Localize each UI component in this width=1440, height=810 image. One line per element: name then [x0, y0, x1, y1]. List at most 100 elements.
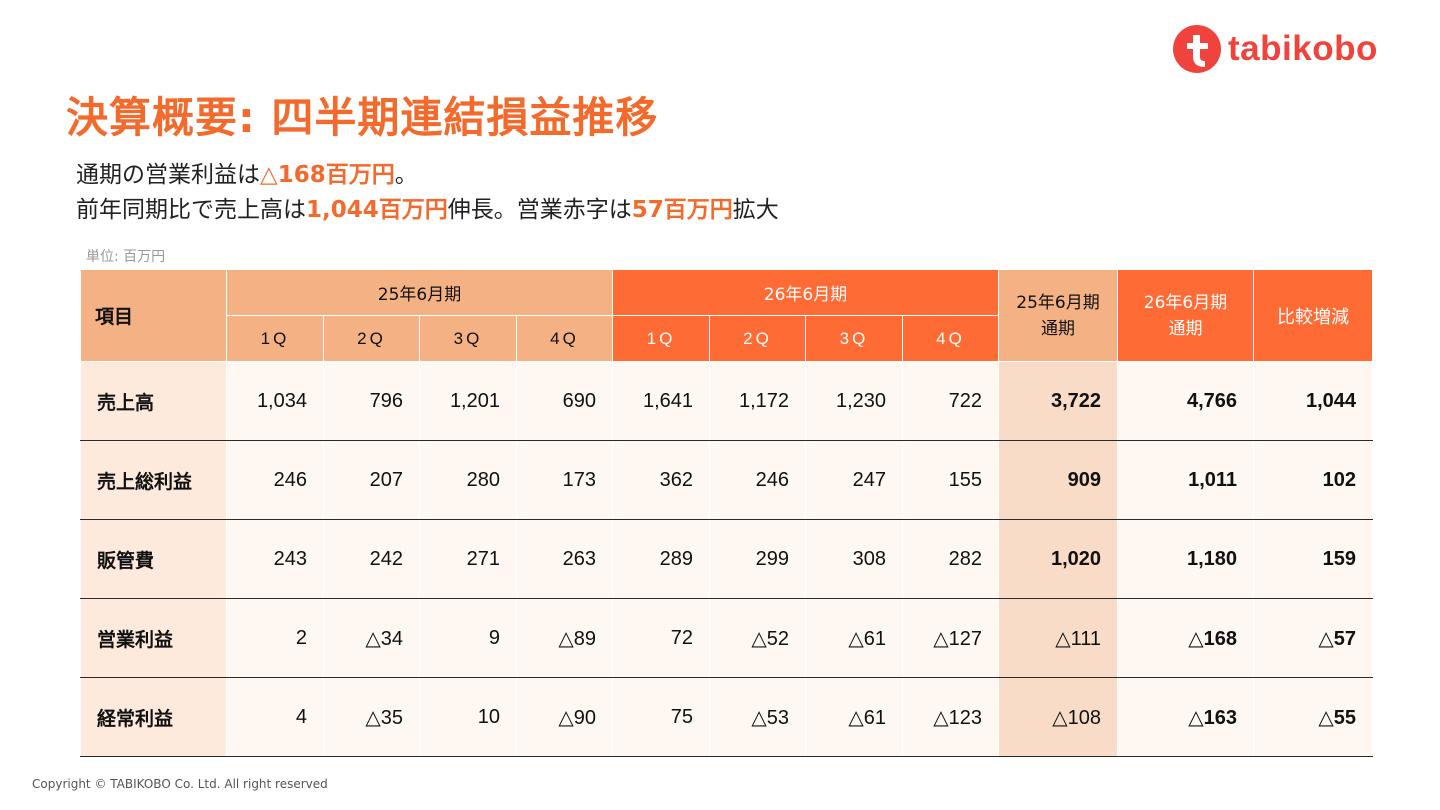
- brand-name: tabikobo: [1228, 29, 1378, 68]
- quarter-value-25: 1,201: [419, 361, 517, 441]
- fy26-total: 4,766: [1117, 361, 1255, 441]
- quarter-value-25: 207: [323, 440, 420, 520]
- row-label: 売上高: [80, 361, 227, 441]
- quarter-value-25: 271: [419, 519, 517, 599]
- financial-table: 項目 25年6月期 26年6月期 25年6月期 通期 26年6月期 通期 比較増減 …: [80, 269, 1374, 757]
- quarter-value-25: 242: [323, 519, 420, 599]
- quarter-value-25: △35: [323, 677, 420, 757]
- quarter-value-26: 282: [902, 519, 1000, 599]
- fy25-total: △111: [998, 598, 1119, 678]
- quarter-header: 2Q: [323, 315, 420, 362]
- summary-text-part: 拡大: [732, 197, 779, 223]
- tabikobo-t-logo-icon: [1173, 25, 1221, 73]
- quarter-value-26: 247: [805, 440, 904, 520]
- quarter-value-26: 1,230: [805, 361, 904, 441]
- quarter-header: 2Q: [709, 315, 807, 362]
- fy26-total: △168: [1117, 598, 1255, 678]
- quarter-value-26: 308: [805, 519, 904, 599]
- group-header-25: 25年6月期: [225, 269, 614, 316]
- table-row: 経常利益 4 △35 10 △90 75 △53 △61 △123 △108 △163 △55: [80, 677, 1374, 757]
- quarter-value-26: 75: [612, 677, 711, 757]
- summary-text-part: 通期の営業利益は: [76, 162, 260, 188]
- fy25-total: 1,020: [998, 519, 1119, 599]
- comparison-diff: △55: [1253, 677, 1374, 757]
- row-label: 販管費: [80, 519, 227, 599]
- quarter-value-25: 4: [226, 677, 324, 757]
- brand-logo: tabikobo: [1172, 24, 1378, 74]
- quarter-value-25: 1,034: [226, 361, 324, 441]
- quarter-value-25: 9: [419, 598, 517, 678]
- quarter-value-26: 72: [612, 598, 711, 678]
- quarter-value-26: 246: [709, 440, 807, 520]
- quarter-header: 1Q: [226, 315, 324, 362]
- table-row: 売上総利益 246 207 280 173 362 246 247 155 909 1,011 102: [80, 440, 1374, 520]
- quarter-value-26: 1,641: [612, 361, 711, 441]
- quarter-value-25: 796: [323, 361, 420, 441]
- quarter-value-26: 722: [902, 361, 1000, 441]
- quarter-value-26: △123: [902, 677, 1000, 757]
- fy26-total: 1,011: [1117, 440, 1255, 520]
- quarter-value-26: △61: [805, 598, 904, 678]
- fy25-header: 25年6月期 通期: [998, 269, 1119, 362]
- compare-header: 比較増減: [1253, 269, 1374, 362]
- group-header-26: 26年6月期: [612, 269, 1000, 316]
- table-row: 販管費 243 242 271 263 289 299 308 282 1,020 1,180 159: [80, 519, 1374, 599]
- fy26-total: △163: [1117, 677, 1255, 757]
- quarter-value-25: 173: [515, 440, 614, 520]
- comparison-diff: △57: [1253, 598, 1374, 678]
- summary-line-2: 前年同期比で売上高は1,044百万円伸長。営業赤字は57百万円拡大: [76, 193, 779, 228]
- page-title: 決算概要: 四半期連結損益推移: [66, 93, 659, 142]
- row-label: 経常利益: [80, 677, 227, 757]
- fy25-total: △108: [998, 677, 1119, 757]
- fy25-header-line: 通期: [1041, 318, 1076, 339]
- quarter-value-26: △53: [709, 677, 807, 757]
- quarter-header: 4Q: [902, 315, 1000, 362]
- quarter-header: 1Q: [612, 315, 711, 362]
- fy25-header-line: 25年6月期: [1016, 292, 1100, 313]
- quarter-value-26: 155: [902, 440, 1000, 520]
- quarter-value-25: 243: [226, 519, 324, 599]
- quarter-value-25: △89: [515, 598, 614, 678]
- quarter-header: 3Q: [419, 315, 517, 362]
- summary-text-part: 。: [394, 162, 418, 188]
- quarter-value-26: △52: [709, 598, 807, 678]
- quarter-value-25: 2: [226, 598, 324, 678]
- quarter-value-25: 263: [515, 519, 614, 599]
- summary-text: 通期の営業利益は△168百万円。 前年同期比で売上高は1,044百万円伸長。営業…: [76, 158, 779, 228]
- summary-highlight: △168百万円: [260, 162, 395, 188]
- summary-highlight: 1,044百万円: [306, 197, 448, 223]
- quarter-value-26: 1,172: [709, 361, 807, 441]
- summary-line-1: 通期の営業利益は△168百万円。: [76, 158, 779, 193]
- summary-highlight: 57百万円: [631, 197, 733, 223]
- copyright-text: Copyright © TABIKOBO Co. Ltd. All right …: [32, 777, 328, 791]
- quarter-value-25: 690: [515, 361, 614, 441]
- table-row: 営業利益 2 △34 9 △89 72 △52 △61 △127 △111 △168 △57: [80, 598, 1374, 678]
- fy26-header: 26年6月期 通期: [1117, 269, 1255, 362]
- comparison-diff: 102: [1253, 440, 1374, 520]
- table-row: 売上高 1,034 796 1,201 690 1,641 1,172 1,230 722 3,7…: [80, 361, 1374, 441]
- quarter-value-25: 10: [419, 677, 517, 757]
- quarter-header: 3Q: [805, 315, 904, 362]
- quarter-value-26: 362: [612, 440, 711, 520]
- summary-text-part: 伸長。営業赤字は: [447, 197, 632, 223]
- quarter-value-26: 299: [709, 519, 807, 599]
- row-label: 売上総利益: [80, 440, 227, 520]
- fy26-header-line: 26年6月期: [1143, 292, 1228, 313]
- quarter-value-25: 246: [226, 440, 324, 520]
- quarter-header: 4Q: [515, 315, 614, 362]
- fy26-total: 1,180: [1117, 519, 1255, 599]
- quarter-value-26: 289: [612, 519, 711, 599]
- quarter-value-25: △90: [515, 677, 614, 757]
- comparison-diff: 1,044: [1253, 361, 1374, 441]
- comparison-diff: 159: [1253, 519, 1374, 599]
- fy26-header-line: 通期: [1168, 318, 1203, 339]
- summary-text-part: 前年同期比で売上高は: [76, 197, 306, 223]
- fy25-total: 909: [998, 440, 1119, 520]
- quarter-value-25: 280: [419, 440, 517, 520]
- quarter-value-26: △61: [805, 677, 904, 757]
- quarter-value-26: △127: [902, 598, 1000, 678]
- unit-label: 単位: 百万円: [86, 249, 166, 265]
- row-label: 営業利益: [80, 598, 227, 678]
- quarter-value-25: △34: [323, 598, 420, 678]
- fy25-total: 3,722: [998, 361, 1119, 441]
